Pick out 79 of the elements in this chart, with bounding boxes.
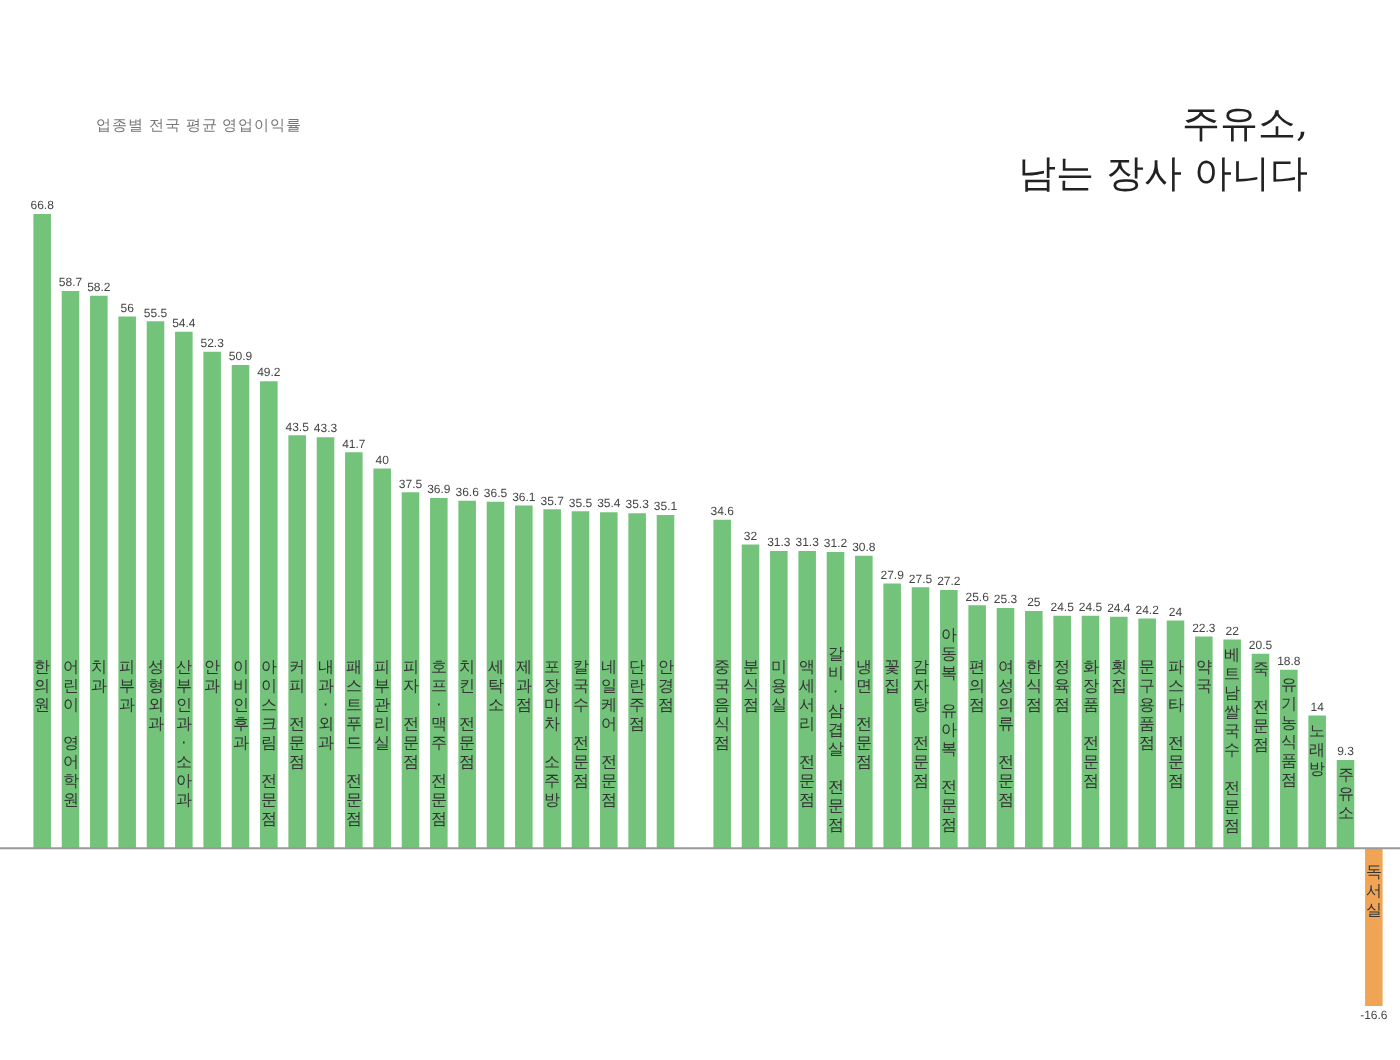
bar bbox=[1195, 636, 1213, 849]
category-label: 갈비·삼겹살 전문점 bbox=[827, 644, 844, 834]
bar bbox=[713, 519, 731, 849]
bar bbox=[260, 381, 278, 849]
bar bbox=[515, 505, 533, 849]
bar bbox=[231, 364, 250, 849]
bar bbox=[968, 605, 986, 849]
bar bbox=[628, 513, 646, 849]
bar bbox=[855, 555, 873, 849]
bar bbox=[741, 544, 760, 849]
bar bbox=[1110, 616, 1128, 849]
category-label: 칼국수 전문점 bbox=[572, 658, 589, 791]
category-label: 파스타 전문점 bbox=[1167, 658, 1184, 791]
category-label: 커피 전문점 bbox=[289, 658, 306, 772]
category-label: 베트남쌀국수 전문점 bbox=[1224, 645, 1241, 835]
bar bbox=[883, 583, 901, 849]
bar bbox=[458, 500, 476, 849]
x-tick-label: 안경점 bbox=[657, 658, 674, 715]
bar bbox=[175, 331, 193, 849]
x-tick-label: 한의원 bbox=[34, 658, 51, 715]
category-label: 치킨 전문점 bbox=[459, 658, 476, 772]
category-label: 냉면 전문점 bbox=[855, 658, 872, 772]
x-tick-label: 꽃집 bbox=[884, 658, 901, 696]
category-label: 여성의류 전문점 bbox=[997, 658, 1014, 810]
category-label: 화장품 전문점 bbox=[1082, 658, 1099, 791]
x-tick-label: 유기농식품점 bbox=[1280, 675, 1297, 789]
bar bbox=[146, 321, 165, 849]
bar bbox=[656, 515, 675, 849]
x-tick-label: 제과점 bbox=[515, 658, 532, 715]
bar bbox=[1365, 848, 1383, 1006]
chart-title: 주유소, 남는 장사 아니다 bbox=[1017, 100, 1308, 200]
bar bbox=[203, 351, 221, 849]
category-label: 아이스크림 전문점 bbox=[260, 658, 277, 829]
category-label: 패스트푸드 전문점 bbox=[345, 658, 362, 829]
category-label: 죽 전문점 bbox=[1252, 659, 1269, 754]
x-tick-label: 분식점 bbox=[742, 658, 759, 715]
bar bbox=[316, 437, 335, 849]
x-tick-label: 산부인과·소아과 bbox=[175, 658, 192, 810]
category-label: 감자탕 전문점 bbox=[912, 658, 929, 791]
x-tick-label: 미용실 bbox=[770, 658, 787, 715]
x-tick-label: 피부관리실 bbox=[374, 658, 391, 753]
x-tick-label: 문구용품점 bbox=[1139, 658, 1156, 753]
bar bbox=[345, 452, 363, 849]
bar bbox=[486, 501, 505, 849]
x-tick-label: 독서실 bbox=[1365, 862, 1382, 919]
bar bbox=[543, 509, 561, 849]
x-tick-label: 한식점 bbox=[1025, 658, 1042, 715]
bar bbox=[373, 468, 391, 849]
x-tick-label: 성형외과 bbox=[147, 658, 164, 734]
x-tick-label: 단란주점 bbox=[629, 658, 646, 734]
category-label: 피자 전문점 bbox=[402, 658, 419, 772]
category-label: 어린이 영어학원 bbox=[62, 658, 79, 810]
x-tick-label: 세탁소 bbox=[487, 658, 504, 715]
x-tick-label: 치과 bbox=[90, 658, 107, 696]
bar bbox=[1025, 610, 1043, 849]
x-tick-label: 약국 bbox=[1195, 658, 1212, 696]
bar bbox=[288, 435, 306, 849]
bar bbox=[33, 214, 51, 849]
category-label: 아동복 유아복 전문점 bbox=[940, 625, 957, 834]
x-tick-label: 이비인후과 bbox=[232, 658, 249, 753]
category-label: 포장마차 소주방 bbox=[544, 658, 561, 810]
x-tick-label: 내과·외과 bbox=[317, 658, 334, 753]
bar bbox=[118, 316, 136, 849]
bar bbox=[600, 512, 618, 849]
x-tick-label: 정육점 bbox=[1054, 658, 1071, 715]
category-label: 네일케어 전문점 bbox=[600, 658, 617, 810]
x-tick-label: 주유소 bbox=[1337, 766, 1354, 823]
x-tick-label: 중국음식점 bbox=[714, 658, 731, 753]
category-label: 액세서리 전문점 bbox=[799, 658, 816, 810]
bar bbox=[1053, 615, 1071, 849]
category-label: 호프·맥주 전문점 bbox=[430, 658, 447, 829]
bar bbox=[90, 295, 108, 849]
x-tick-label: 안과 bbox=[204, 658, 221, 696]
x-tick-label: 피부과 bbox=[119, 658, 136, 715]
x-tick-label: 노래방 bbox=[1309, 721, 1326, 778]
bar bbox=[430, 497, 448, 849]
x-tick-label: 횟집 bbox=[1110, 658, 1127, 696]
bar bbox=[770, 551, 788, 849]
x-tick-label: 편의점 bbox=[969, 658, 986, 715]
